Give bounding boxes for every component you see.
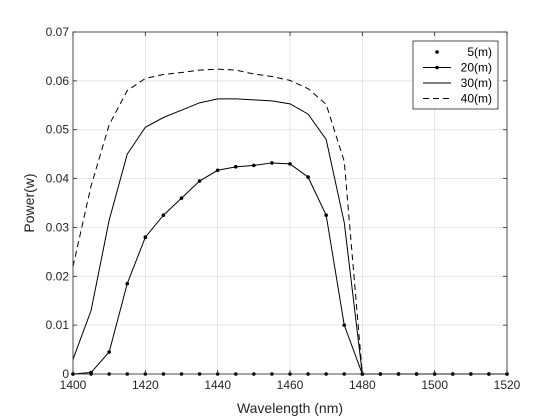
legend-label: 30(m) bbox=[461, 76, 492, 90]
data-point bbox=[252, 163, 256, 168]
data-point bbox=[233, 165, 238, 169]
y-tick-label: 0.02 bbox=[46, 269, 70, 283]
data-point bbox=[161, 213, 166, 218]
legend-label: 40(m) bbox=[461, 92, 492, 106]
data-point bbox=[143, 235, 148, 239]
legend: 5(m) 20(m)30(m) 40(m) bbox=[412, 40, 499, 110]
y-tick-label: 0 bbox=[62, 367, 69, 381]
legend-item: 40(m) bbox=[423, 92, 492, 106]
x-tick-label: 1440 bbox=[204, 378, 231, 392]
x-tick-label: 1420 bbox=[132, 378, 159, 392]
legend-item: 5(m) bbox=[435, 45, 492, 59]
legend-swatch-marker bbox=[435, 50, 439, 54]
data-point bbox=[288, 162, 292, 166]
x-tick-label: 1460 bbox=[277, 378, 304, 392]
y-tick-label: 0.07 bbox=[46, 25, 70, 39]
y-tick-label: 0.03 bbox=[46, 220, 70, 234]
legend-item: 30(m) bbox=[423, 76, 492, 90]
x-tick-label: 1400 bbox=[60, 378, 87, 392]
y-tick-label: 0.04 bbox=[46, 172, 70, 186]
y-tick-label: 0.01 bbox=[46, 318, 70, 332]
x-axis-label: Wavelength (nm) bbox=[237, 400, 343, 416]
legend-item: 20(m) bbox=[423, 61, 492, 75]
data-point bbox=[89, 370, 93, 375]
data-point bbox=[107, 350, 111, 354]
data-point bbox=[270, 161, 274, 165]
legend-label: 20(m) bbox=[461, 61, 492, 75]
x-tick-label: 1480 bbox=[349, 378, 376, 392]
ticks bbox=[72, 31, 508, 375]
data-point bbox=[179, 196, 184, 200]
x-tick-label: 1520 bbox=[494, 378, 521, 392]
data-point bbox=[197, 179, 202, 183]
y-tick-label: 0.06 bbox=[46, 74, 70, 88]
legend-label: 5(m) bbox=[467, 45, 492, 59]
data-point bbox=[125, 281, 130, 286]
data-point bbox=[342, 323, 347, 327]
legend-box bbox=[412, 40, 499, 110]
data-point bbox=[306, 175, 310, 179]
legend-swatch-marker bbox=[435, 65, 439, 70]
y-tick-label: 0.05 bbox=[46, 123, 70, 137]
data-point bbox=[215, 168, 220, 173]
data-point bbox=[324, 213, 328, 218]
x-tick-label: 1500 bbox=[421, 378, 448, 392]
y-axis-label: Power(w) bbox=[21, 173, 37, 232]
tick-labels: 1400 1420 1440 1460 1480 1500 1520 0 0.01 0.02 0.0… bbox=[46, 25, 521, 392]
